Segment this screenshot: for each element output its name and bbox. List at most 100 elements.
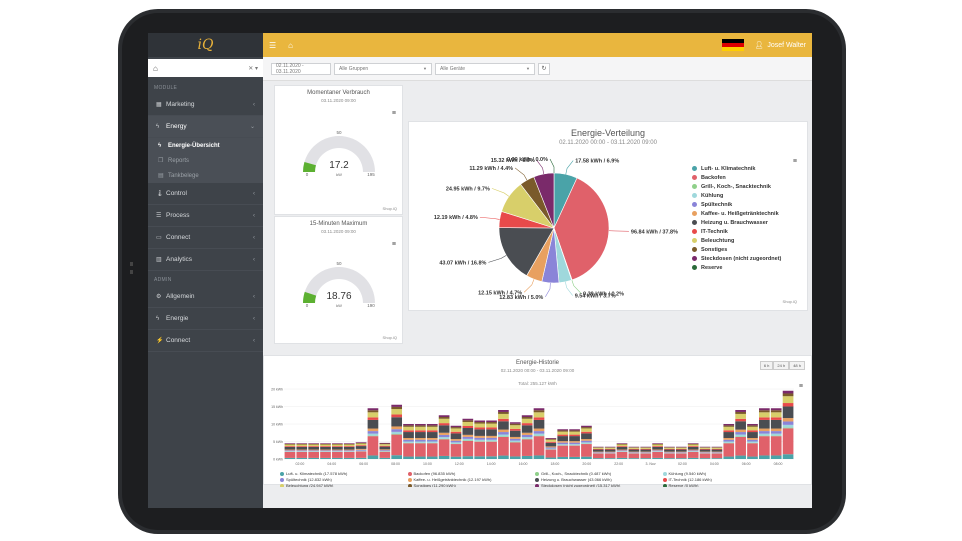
history-bar-segment[interactable] bbox=[284, 446, 296, 450]
history-bar-segment[interactable] bbox=[355, 446, 367, 449]
sidebar-item-energie[interactable]: ϟ Energie ‹ bbox=[148, 308, 263, 330]
history-bar-segment[interactable] bbox=[735, 432, 746, 435]
history-bar-segment[interactable] bbox=[426, 432, 438, 438]
history-bar-segment[interactable] bbox=[438, 418, 450, 424]
legend-item[interactable]: Grill-, Koch-, Snacktechnik bbox=[692, 182, 781, 191]
history-bar-segment[interactable] bbox=[462, 420, 474, 422]
history-bar-segment[interactable] bbox=[521, 432, 533, 435]
history-bar-segment[interactable] bbox=[462, 438, 474, 441]
history-bar-segment[interactable] bbox=[675, 449, 687, 452]
history-bar-segment[interactable] bbox=[699, 458, 711, 459]
sidebar-item-analytics[interactable]: ▥ Analytics ‹ bbox=[148, 249, 263, 271]
history-bar-segment[interactable] bbox=[367, 435, 379, 437]
history-bar-segment[interactable] bbox=[687, 451, 699, 452]
history-bar-segment[interactable] bbox=[308, 444, 319, 447]
history-bar-segment[interactable] bbox=[486, 423, 497, 428]
history-bar-segment[interactable] bbox=[343, 446, 355, 450]
history-legend-item[interactable]: Sonstiges (11.290 kWh) bbox=[407, 483, 536, 488]
history-bar-segment[interactable] bbox=[640, 451, 652, 453]
history-bar-segment[interactable] bbox=[332, 443, 343, 445]
history-bar-segment[interactable] bbox=[426, 438, 438, 440]
history-bar-segment[interactable] bbox=[628, 449, 640, 452]
history-bar-segment[interactable] bbox=[379, 457, 391, 459]
history-bar-segment[interactable] bbox=[379, 442, 391, 444]
legend-item[interactable]: Sonstiges bbox=[692, 245, 781, 254]
history-bar-segment[interactable] bbox=[462, 421, 474, 426]
history-bar-segment[interactable] bbox=[284, 449, 296, 451]
history-bar-segment[interactable] bbox=[332, 450, 343, 452]
history-bar-segment[interactable] bbox=[379, 451, 391, 458]
history-bar-segment[interactable] bbox=[687, 446, 699, 447]
history-bar-segment[interactable] bbox=[770, 408, 782, 411]
history-bar-segment[interactable] bbox=[320, 444, 331, 447]
history-bar-segment[interactable] bbox=[426, 426, 438, 431]
history-bar-segment[interactable] bbox=[367, 455, 379, 459]
history-bar-segment[interactable] bbox=[320, 449, 331, 451]
history-bar-segment[interactable] bbox=[592, 447, 604, 449]
history-bar-segment[interactable] bbox=[462, 434, 474, 437]
sidebar-subitem-energie-uebersicht[interactable]: ϟ Energie-Übersicht bbox=[158, 142, 220, 149]
history-bar-segment[interactable] bbox=[628, 447, 640, 449]
history-bar-segment[interactable] bbox=[782, 421, 794, 425]
history-bar-segment[interactable] bbox=[450, 456, 462, 459]
history-bar-segment[interactable] bbox=[391, 455, 403, 459]
history-bar-segment[interactable] bbox=[557, 445, 569, 457]
history-bar-segment[interactable] bbox=[320, 446, 331, 450]
history-legend-item[interactable]: Spültechnik (12.832 kWh) bbox=[280, 477, 408, 482]
history-bar-segment[interactable] bbox=[759, 419, 770, 429]
date-range-input[interactable]: 02.11.2020 - 03.11.2020 bbox=[271, 62, 331, 75]
history-bar-segment[interactable] bbox=[569, 429, 580, 431]
history-bar-segment[interactable] bbox=[735, 434, 746, 437]
history-bar-segment[interactable] bbox=[557, 444, 569, 446]
history-bar-segment[interactable] bbox=[379, 450, 391, 452]
history-bar-segment[interactable] bbox=[652, 446, 663, 447]
history-bar-segment[interactable] bbox=[640, 453, 652, 459]
history-bar-segment[interactable] bbox=[474, 439, 486, 442]
history-bar-segment[interactable] bbox=[367, 412, 379, 418]
history-bar-segment[interactable] bbox=[379, 450, 391, 451]
history-bar-segment[interactable] bbox=[533, 412, 545, 418]
history-bar-segment[interactable] bbox=[723, 426, 735, 431]
history-bar-segment[interactable] bbox=[592, 448, 604, 450]
history-bar-segment[interactable] bbox=[581, 428, 592, 432]
history-bar-segment[interactable] bbox=[592, 452, 604, 453]
history-bar-segment[interactable] bbox=[509, 422, 521, 424]
history-bar-segment[interactable] bbox=[687, 443, 699, 445]
history-bar-segment[interactable] bbox=[521, 425, 533, 433]
history-bar-segment[interactable] bbox=[687, 443, 699, 444]
menu-icon[interactable]: ≡ bbox=[798, 383, 803, 390]
range-6h-button[interactable]: 6 h bbox=[759, 361, 774, 370]
history-bar-segment[interactable] bbox=[438, 417, 450, 419]
history-bar-segment[interactable] bbox=[284, 443, 296, 444]
history-bar-segment[interactable] bbox=[438, 425, 450, 433]
history-bar-segment[interactable] bbox=[628, 458, 640, 459]
history-bar-segment[interactable] bbox=[652, 451, 663, 458]
menu-icon[interactable]: ≡ bbox=[792, 158, 797, 165]
history-bar-segment[interactable] bbox=[592, 458, 604, 459]
history-bar-segment[interactable] bbox=[699, 452, 711, 453]
history-bar-segment[interactable] bbox=[616, 443, 628, 444]
history-bar-segment[interactable] bbox=[343, 446, 355, 447]
history-bar-segment[interactable] bbox=[723, 441, 735, 443]
history-bar-segment[interactable] bbox=[415, 432, 426, 438]
history-bar-segment[interactable] bbox=[569, 434, 580, 437]
history-bar-segment[interactable] bbox=[379, 449, 391, 451]
history-bar-segment[interactable] bbox=[640, 458, 652, 459]
history-bar-segment[interactable] bbox=[438, 434, 450, 438]
history-bar-segment[interactable] bbox=[367, 433, 379, 436]
history-bar-segment[interactable] bbox=[509, 425, 521, 429]
history-legend-item[interactable]: Heizung u. Brauchwasser (43.066 kWh) bbox=[535, 477, 663, 482]
history-bar-segment[interactable] bbox=[438, 423, 450, 426]
history-bar-segment[interactable] bbox=[652, 457, 663, 459]
history-bar-segment[interactable] bbox=[711, 449, 723, 452]
history-bar-segment[interactable] bbox=[782, 396, 794, 404]
history-bar-segment[interactable] bbox=[403, 426, 414, 431]
history-bar-segment[interactable] bbox=[581, 439, 592, 441]
history-bar-segment[interactable] bbox=[782, 406, 794, 419]
history-bar-segment[interactable] bbox=[545, 446, 557, 448]
group-select[interactable]: Alle Gruppen ▼ bbox=[334, 62, 432, 75]
history-legend-item[interactable]: Grill-, Koch-, Snacktechnik (0.487 kWh) bbox=[535, 471, 663, 476]
history-bar-segment[interactable] bbox=[450, 442, 462, 444]
history-bar-segment[interactable] bbox=[581, 431, 592, 434]
history-bar-segment[interactable] bbox=[782, 418, 794, 422]
